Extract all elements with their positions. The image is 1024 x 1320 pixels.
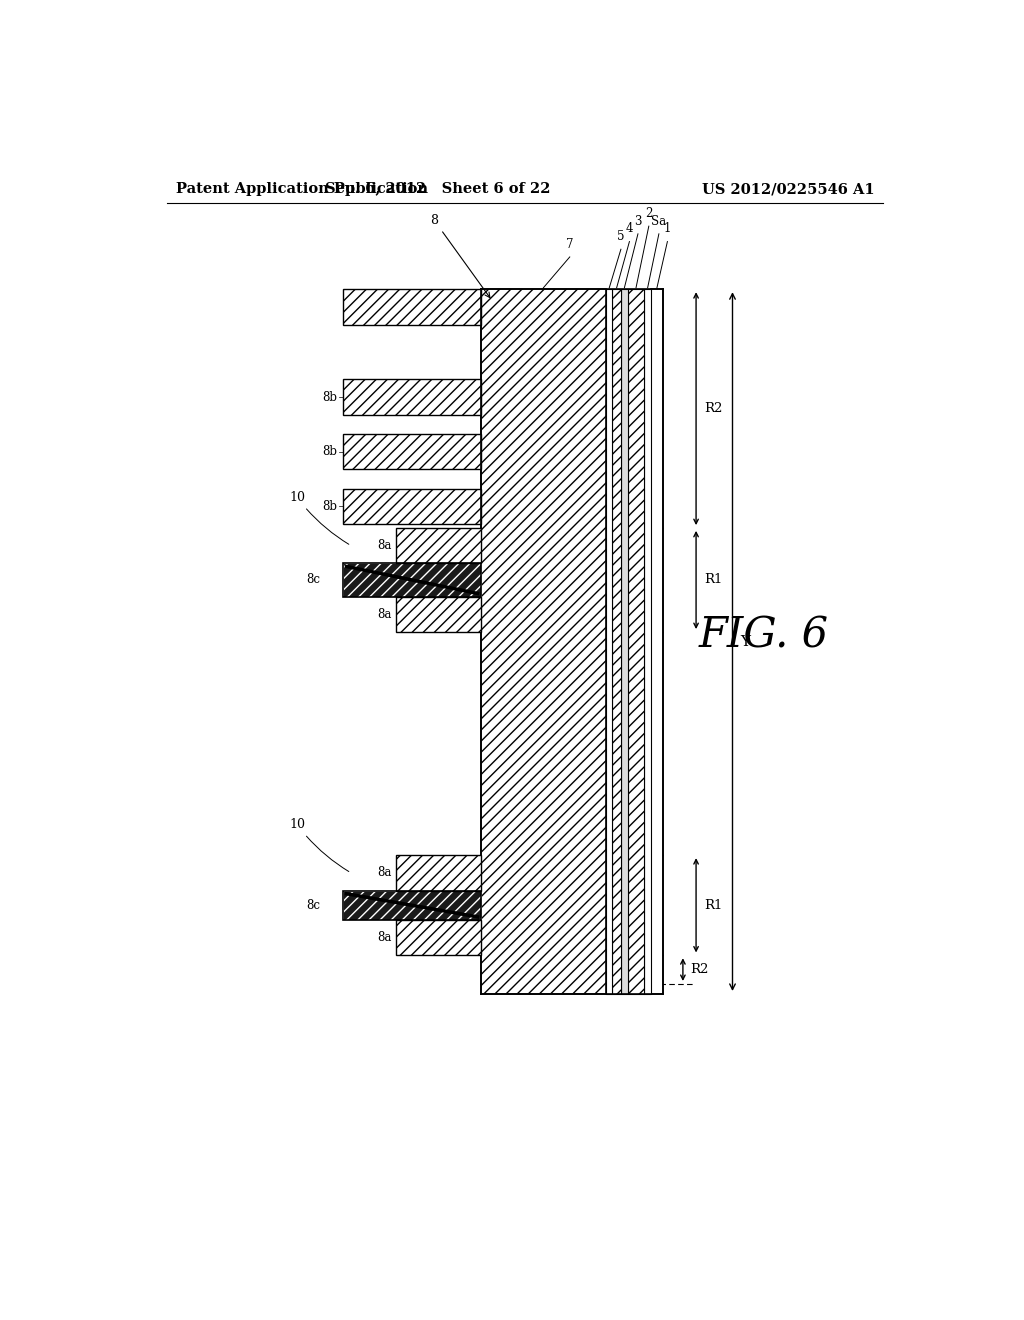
Text: 8: 8 [430, 214, 489, 297]
Bar [606, 289, 612, 994]
Bar [343, 564, 480, 597]
Text: US 2012/0225546 A1: US 2012/0225546 A1 [701, 182, 874, 197]
Text: 8a: 8a [377, 931, 392, 944]
Bar [621, 289, 628, 994]
Text: 3: 3 [634, 215, 642, 227]
Text: Sep. 6, 2012   Sheet 6 of 22: Sep. 6, 2012 Sheet 6 of 22 [326, 182, 551, 197]
Text: 8c: 8c [306, 573, 321, 586]
Text: 1: 1 [664, 222, 671, 235]
Text: 8b: 8b [323, 445, 337, 458]
Text: 8a: 8a [377, 866, 392, 879]
Bar [395, 920, 480, 956]
Text: 5: 5 [617, 230, 625, 243]
Text: 8a: 8a [377, 607, 392, 620]
Text: 7: 7 [566, 238, 573, 251]
Text: 4: 4 [626, 222, 633, 235]
Text: 10: 10 [289, 818, 349, 871]
Text: 2: 2 [645, 207, 652, 220]
Text: 8a: 8a [377, 539, 392, 552]
Bar [343, 289, 480, 325]
Text: 8b: 8b [323, 391, 337, 404]
Bar [651, 289, 663, 994]
Bar [395, 528, 480, 564]
Bar [343, 379, 480, 414]
Text: 8c: 8c [306, 899, 321, 912]
Bar [343, 488, 480, 524]
Bar [628, 289, 644, 994]
Text: 8b: 8b [323, 500, 337, 513]
Text: Sa: Sa [651, 215, 667, 227]
Text: R1: R1 [703, 573, 722, 586]
Text: Patent Application Publication: Patent Application Publication [176, 182, 428, 197]
Bar [343, 434, 480, 470]
Bar [343, 891, 480, 920]
Text: R1: R1 [703, 899, 722, 912]
Bar [612, 289, 621, 994]
Bar [644, 289, 651, 994]
Bar [395, 597, 480, 632]
Text: FIG. 6: FIG. 6 [698, 615, 828, 657]
Text: R2: R2 [690, 964, 709, 975]
Text: R2: R2 [703, 403, 722, 416]
Text: Y: Y [740, 635, 751, 648]
Bar [343, 564, 480, 597]
Bar [343, 891, 480, 920]
Bar [480, 289, 606, 994]
Bar [395, 855, 480, 891]
Text: 10: 10 [289, 491, 349, 544]
